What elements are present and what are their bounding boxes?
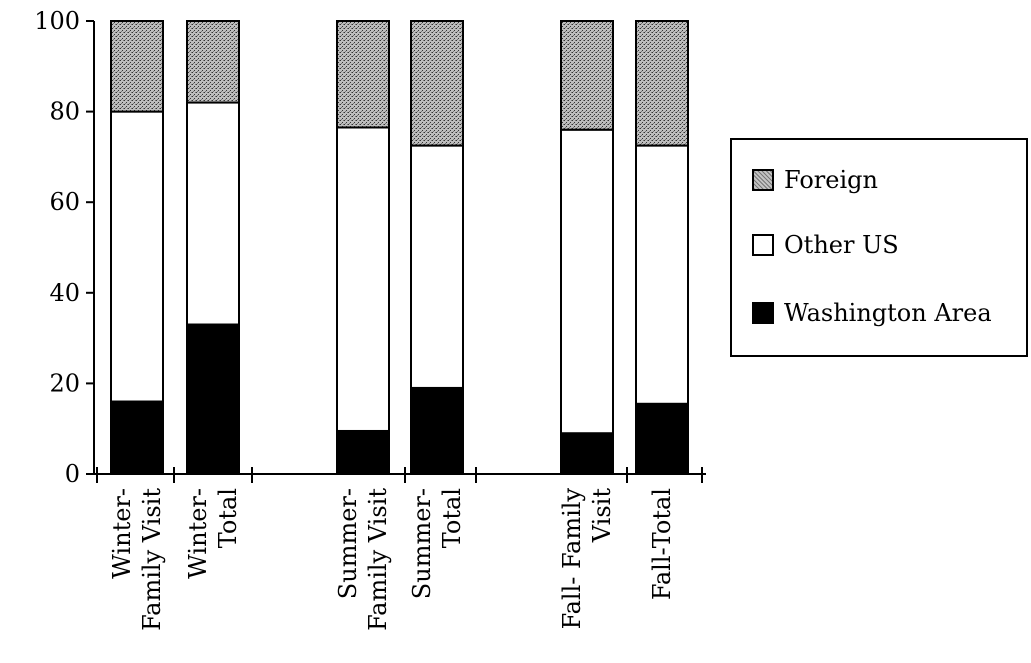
bars (110, 20, 689, 476)
legend-label-washington-area: Washington Area (784, 299, 992, 327)
bar-segment-washington-area (186, 323, 240, 476)
bar-segment-foreign (560, 20, 614, 131)
y-tick-label: 100 (34, 7, 80, 35)
bar-stack (110, 20, 164, 475)
bar-segment-washington-area (336, 429, 390, 475)
bar-stack (410, 20, 464, 475)
foreign-swatch (752, 169, 774, 191)
category-label: Summer- Total (408, 488, 466, 599)
category-label: Summer- Family Visit (334, 488, 392, 631)
legend-label-other-us: Other US (784, 231, 899, 259)
bar-stack (560, 20, 614, 476)
bar-segment-washington-area (635, 402, 689, 475)
bar-segment-foreign (186, 20, 240, 104)
legend-item-foreign: Foreign (752, 165, 878, 195)
bar-segment-other-us (110, 110, 164, 403)
bar-segment-foreign (410, 20, 464, 147)
legend-item-washington-area: Washington Area (752, 298, 992, 328)
bar-stack (635, 20, 689, 475)
category-label-line: Fall- Family (558, 488, 586, 630)
bar-segment-other-us (560, 128, 614, 435)
category-label-line: Visit (588, 488, 616, 544)
legend-label-foreign: Foreign (784, 166, 878, 194)
y-tick-label: 80 (49, 98, 80, 126)
bar-stack (336, 20, 390, 475)
category-label-line: Total (214, 488, 242, 548)
category-label: Winter- Total (184, 488, 242, 579)
bar-segment-other-us (635, 144, 689, 405)
other-us-swatch (752, 234, 774, 256)
bar-segment-foreign (635, 20, 689, 147)
category-label-line: Summer- (408, 488, 436, 599)
category-label-line: Fall-Total (648, 488, 676, 600)
bar-segment-washington-area (560, 432, 614, 476)
bar-segment-washington-area (410, 386, 464, 475)
category-labels: Winter- Family Visit Winter- Total Summer- Fa… (108, 488, 676, 631)
category-label: Fall- Family Visit (558, 488, 616, 630)
bar-segment-washington-area (110, 400, 164, 475)
bar-stack (186, 20, 240, 476)
category-label: Winter- Family Visit (108, 488, 166, 631)
category-label-line: Family Visit (364, 488, 392, 631)
y-tick-label: 40 (49, 279, 80, 307)
y-tick-label: 0 (65, 460, 80, 488)
bar-segment-foreign (110, 20, 164, 113)
category-label-line: Family Visit (138, 488, 166, 631)
category-label: Fall-Total (648, 488, 676, 600)
category-label-line: Total (438, 488, 466, 548)
y-tick-label: 60 (49, 188, 80, 216)
category-label-line: Summer- (334, 488, 362, 599)
legend-item-other-us: Other US (752, 230, 899, 260)
washington-area-swatch (752, 302, 774, 324)
bar-segment-other-us (410, 144, 464, 389)
y-tick-label: 20 (49, 369, 80, 397)
legend: Foreign Other US Washington Area (730, 138, 1028, 357)
category-label-line: Winter- (184, 488, 212, 579)
category-label-line: Winter- (108, 488, 136, 579)
bar-segment-other-us (186, 101, 240, 326)
bar-segment-other-us (336, 126, 390, 432)
bar-segment-foreign (336, 20, 390, 129)
